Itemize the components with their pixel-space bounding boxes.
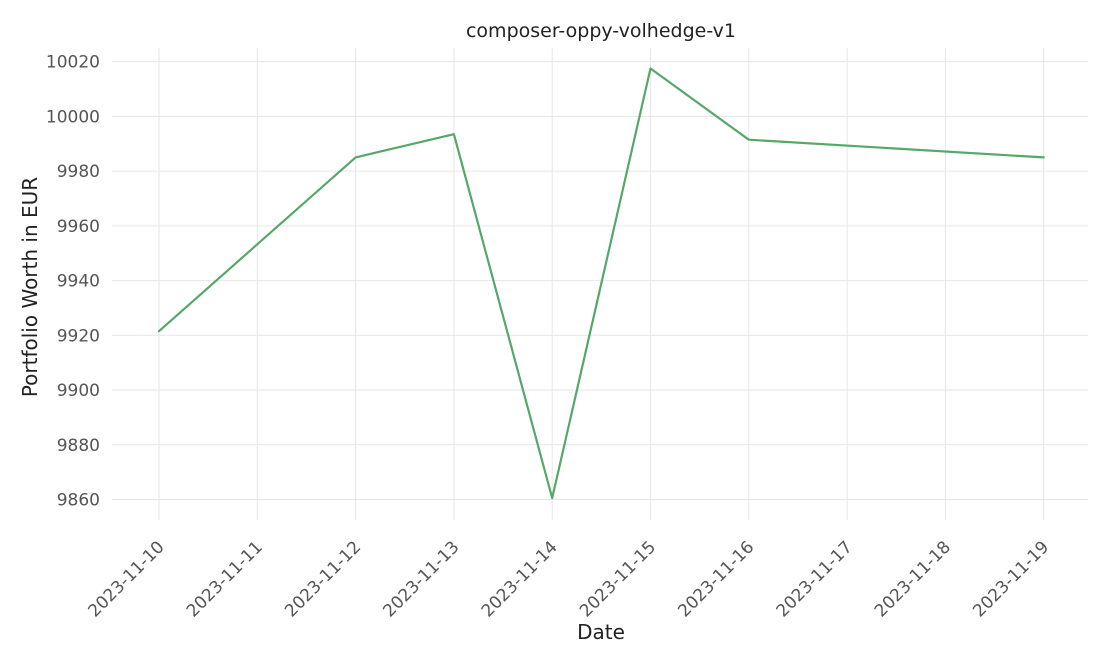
series-layer <box>157 67 1045 500</box>
chart-title: composer-oppy-volhedge-v1 <box>466 20 736 42</box>
x-tick-label: 2023-11-17 <box>773 537 857 621</box>
y-tick-label: 9960 <box>57 217 100 237</box>
x-grid-lines <box>158 48 1045 520</box>
y-tick-label: 9940 <box>57 272 100 292</box>
y-tick-label: 9900 <box>57 381 100 401</box>
x-tick-label: 2023-11-18 <box>871 537 955 621</box>
x-tick-label: 2023-11-14 <box>478 537 562 621</box>
x-tick-label: 2023-11-15 <box>576 537 660 621</box>
x-tick-label: 2023-11-19 <box>969 537 1053 621</box>
y-tick-label: 10000 <box>46 107 100 127</box>
y-grid-lines <box>112 61 1088 500</box>
x-axis-title: Date <box>577 620 625 644</box>
y-tick-label: 9980 <box>57 162 100 182</box>
y-tick-labels: 9860 9880 9900 9920 9940 9960 9980 10000 10020 <box>46 53 100 511</box>
x-tick-labels: 2023-11-10 2023-11-11 2023-11-12 2023-11-13… <box>85 537 1054 621</box>
y-tick-label: 9860 <box>57 490 100 510</box>
x-tick-label: 2023-11-13 <box>379 537 463 621</box>
y-tick-label: 10020 <box>46 53 100 73</box>
x-tick-label: 2023-11-16 <box>674 537 758 621</box>
x-tick-label: 2023-11-11 <box>183 537 267 621</box>
y-axis-title: Portfolio Worth in EUR <box>18 177 42 397</box>
x-tick-label: 2023-11-12 <box>281 537 365 621</box>
x-tick-label: 2023-11-10 <box>85 537 169 621</box>
y-tick-label: 9920 <box>57 326 100 346</box>
series-line <box>157 67 1045 500</box>
y-tick-label: 9880 <box>57 436 100 456</box>
